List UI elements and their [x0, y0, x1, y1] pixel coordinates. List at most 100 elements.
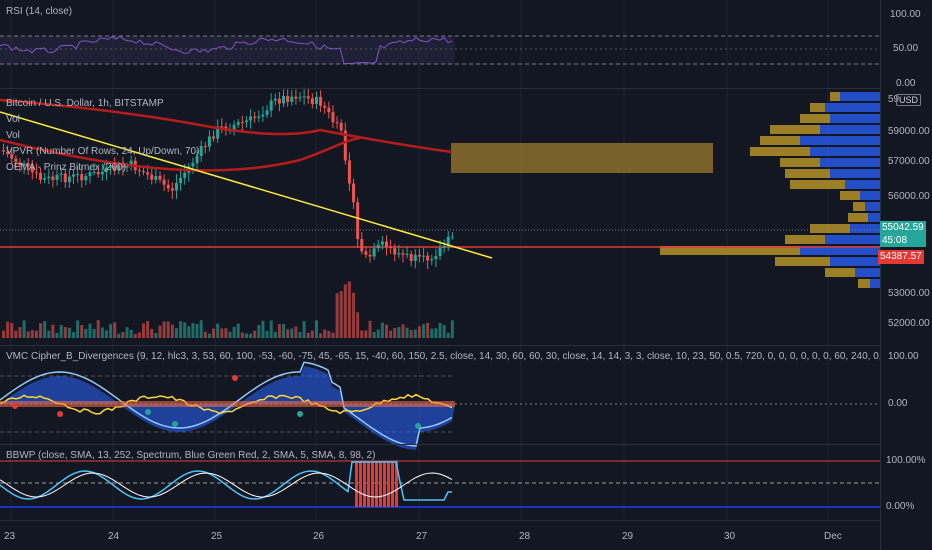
volume-bar [347, 281, 351, 338]
volume-bar [109, 324, 113, 338]
volume-bar [302, 321, 306, 338]
pane-separator[interactable] [0, 88, 880, 89]
volume-bar [133, 333, 137, 338]
volume-bar [220, 328, 224, 338]
vpvr-buy [845, 180, 880, 189]
bbwp-bar [383, 461, 386, 507]
candle-body [430, 259, 434, 261]
candle-body [261, 114, 265, 117]
volume-bar [397, 327, 401, 338]
pane-separator[interactable] [0, 345, 880, 346]
volume-bar [191, 323, 195, 338]
vpvr-buy [810, 147, 880, 156]
candle-body [434, 255, 438, 260]
indicator-vol-2[interactable]: Vol [6, 130, 20, 141]
volume-bar [364, 330, 368, 338]
indicator-vol[interactable]: Vol [6, 114, 20, 125]
candle-body [158, 176, 162, 180]
vmc-tick: 100.00 [888, 351, 919, 362]
currency-badge[interactable]: USD [896, 94, 922, 106]
candle-body [347, 160, 351, 184]
candle-body [84, 176, 88, 181]
candle-body [26, 163, 30, 167]
candle-body [76, 174, 80, 176]
volume-bar [335, 293, 339, 338]
indicator-vpvr[interactable]: VPVR (Number Of Rows, 24, Up/Down, 70) [6, 146, 200, 157]
bbwp-bar [379, 461, 382, 507]
time-label: 26 [313, 531, 325, 542]
rsi-tick: 50.00 [893, 43, 919, 54]
volume-bar [306, 332, 310, 338]
candle-body [220, 126, 224, 128]
candle-body [59, 173, 63, 175]
candle-body [72, 174, 76, 177]
volume-bar [277, 324, 281, 338]
symbol-title[interactable]: Bitcoin / U.S. Dollar, 1h, BITSTAMP [6, 98, 164, 109]
volume-bar [10, 323, 14, 338]
candle-body [397, 253, 401, 255]
time-axis[interactable]: 23 24 25 26 27 28 29 30 Dec [0, 521, 880, 550]
volume-bar [298, 332, 302, 338]
bbwp-title[interactable]: BBWP (close, SMA, 13, 252, Spectrum, Blu… [6, 450, 376, 461]
pane-separator[interactable] [0, 520, 880, 521]
candle-body [360, 239, 364, 252]
volume-bar [59, 324, 63, 338]
candle-body [339, 122, 343, 131]
vpvr-sell [770, 125, 820, 134]
vmc-dot [57, 411, 63, 417]
bbwp-bar [367, 461, 370, 507]
volume-bar [207, 333, 211, 338]
volume-bar [224, 328, 228, 338]
rsi-tick: 0.00 [896, 78, 916, 89]
vpvr-sell [780, 158, 820, 167]
rsi-line [0, 35, 453, 65]
vmc-tick: 0.00 [888, 398, 908, 409]
volume-bar [92, 328, 96, 338]
volume-bar [72, 332, 76, 338]
candle-body [6, 151, 10, 155]
vmc-title[interactable]: VMC Cipher_B_Divergences (9, 12, hlc3, 3… [6, 351, 916, 362]
candle-body [203, 145, 207, 147]
vmc-dot [232, 375, 238, 381]
time-label: 27 [416, 531, 428, 542]
volume-bar [187, 326, 191, 338]
volume-bar [51, 324, 55, 338]
candle-body [170, 188, 174, 191]
candle-body [67, 176, 71, 183]
candle-body [162, 179, 166, 185]
candle-body [154, 176, 158, 180]
candle-body [137, 170, 141, 172]
rsi-title[interactable]: RSI (14, close) [6, 6, 73, 17]
volume-bar [240, 332, 244, 338]
volume-bar [199, 320, 203, 338]
volume-bar [446, 332, 450, 338]
rsi-band [0, 36, 455, 64]
volume-bar [216, 323, 220, 338]
candles [2, 87, 454, 270]
volume-bar [22, 320, 26, 338]
price-axis[interactable] [880, 0, 932, 550]
candle-body [2, 150, 5, 152]
candle-body [100, 171, 104, 175]
candle-body [249, 116, 253, 121]
candle-body [88, 172, 92, 177]
indicator-oema[interactable]: OEMA - Prinz Bitmex (200) [6, 162, 127, 173]
volume-bar [401, 324, 405, 338]
candle-body [380, 241, 384, 245]
volume-bar [39, 323, 43, 338]
candle-body [343, 130, 347, 161]
volume-bar [244, 333, 248, 338]
pane-separator[interactable] [0, 444, 880, 445]
volume-bar [76, 320, 80, 338]
candle-body [409, 253, 413, 261]
candle-body [80, 174, 84, 181]
candle-body [92, 172, 96, 174]
candle-body [438, 247, 442, 256]
candle-body [442, 245, 446, 248]
vpvr-buy [825, 103, 880, 112]
volume-bar [286, 329, 290, 338]
volume-bar [179, 321, 183, 338]
volume-bar [339, 291, 343, 338]
candle-body [113, 165, 117, 171]
